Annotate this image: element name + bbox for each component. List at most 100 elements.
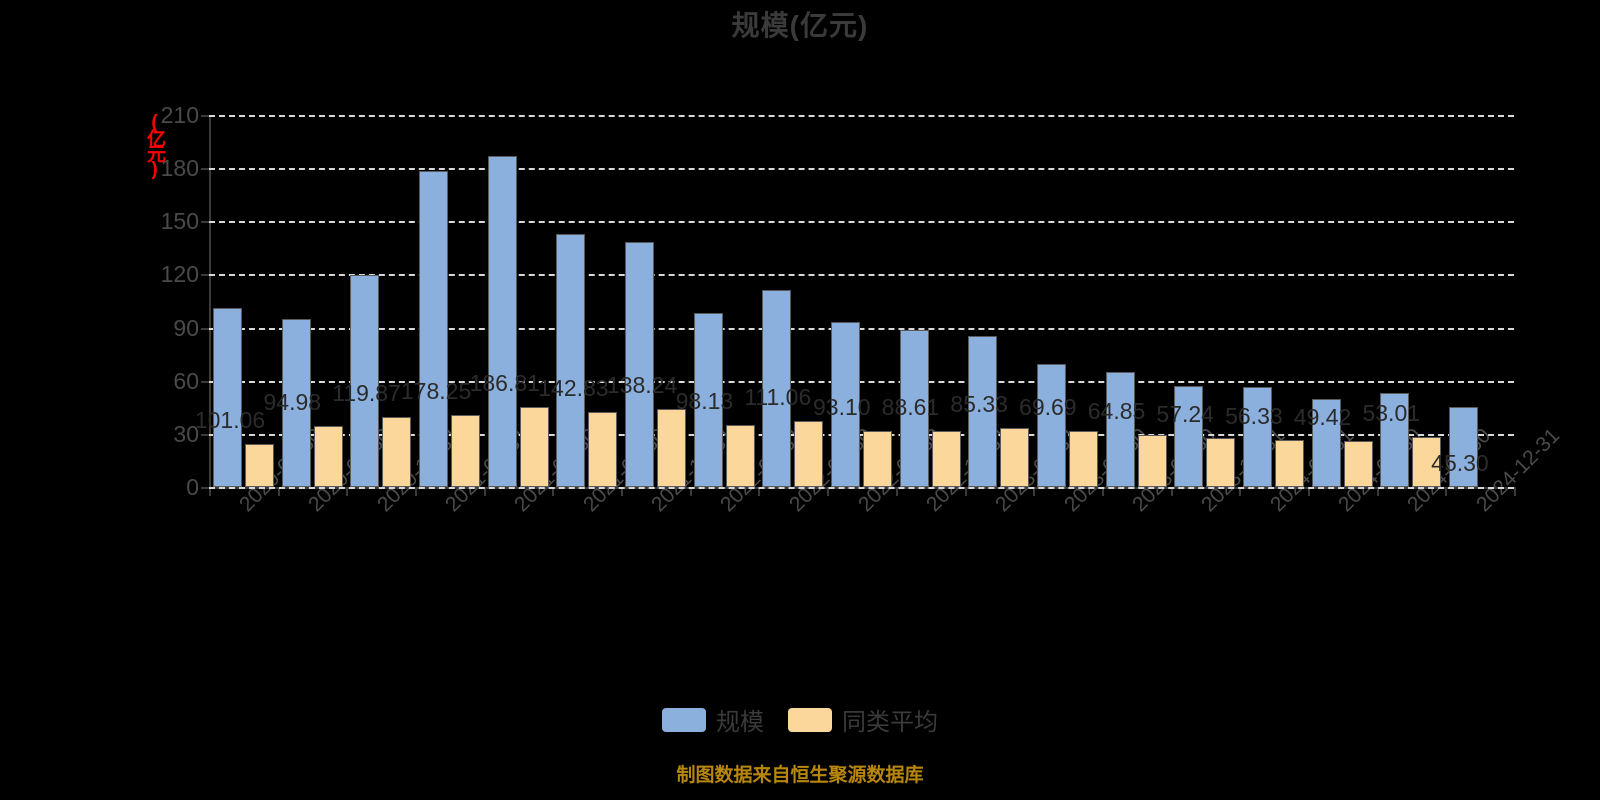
bar-group: 186.81: [470, 115, 553, 487]
bar-group: 45.30: [1431, 115, 1514, 487]
bar-main[interactable]: [1243, 387, 1273, 487]
bar-main[interactable]: [968, 335, 998, 487]
y-axis-unit-label: (亿元): [144, 112, 165, 176]
y-axis-tick-mark: [201, 380, 209, 383]
bar-value-label: 119.87: [332, 379, 401, 406]
bar-avg[interactable]: [382, 416, 412, 487]
bar-avg[interactable]: [588, 411, 618, 487]
bar-avg[interactable]: [1069, 431, 1099, 487]
y-axis-tick-label: 180: [160, 155, 199, 182]
bar-value-label: 93.10: [813, 394, 871, 421]
bar-main[interactable]: [1311, 399, 1341, 487]
y-axis-tick-label: 120: [160, 261, 199, 288]
x-axis-tick-mark: [209, 487, 211, 496]
x-axis-tick-mark: [346, 487, 349, 496]
bar-main[interactable]: [762, 290, 792, 487]
bar-avg[interactable]: [656, 409, 686, 487]
x-axis-tick-mark: [758, 487, 761, 496]
bar-main[interactable]: [1105, 372, 1135, 487]
bar-group: 101.06: [195, 115, 278, 487]
x-axis-tick-mark: [689, 487, 692, 496]
bar-main[interactable]: [1037, 363, 1067, 487]
x-axis-tick-mark: [1514, 487, 1516, 496]
bar-avg[interactable]: [1412, 436, 1442, 487]
gridline: [209, 168, 1514, 171]
x-axis-tick-mark: [827, 487, 830, 496]
gridline: [209, 274, 1514, 277]
bar-avg[interactable]: [313, 426, 343, 487]
bar-avg[interactable]: [244, 443, 274, 487]
bar-value-label: 56.33: [1225, 402, 1283, 429]
bar-group: 142.83: [538, 115, 621, 487]
bar-group: 88.61: [882, 115, 965, 487]
bar-avg[interactable]: [1137, 434, 1167, 487]
y-axis-tick-mark: [201, 487, 209, 489]
bar-group: 69.69: [1019, 115, 1102, 487]
bar-main[interactable]: [418, 171, 448, 487]
bar-value-label: 178.25: [400, 377, 472, 404]
y-axis-tick-mark: [201, 327, 209, 330]
bar-avg[interactable]: [1000, 427, 1030, 487]
gridline: [209, 115, 1514, 117]
bar-main[interactable]: [899, 330, 929, 487]
bar-group: 93.10: [813, 115, 896, 487]
bar-main[interactable]: [556, 234, 586, 487]
bar-avg[interactable]: [862, 431, 892, 487]
bar-main[interactable]: [830, 322, 860, 487]
x-axis-tick-mark: [1307, 487, 1310, 496]
gridline: [209, 380, 1514, 383]
bar-avg[interactable]: [1275, 439, 1305, 487]
y-axis-tick-mark: [201, 115, 209, 117]
bar-value-label: 186.81: [469, 370, 540, 397]
bar-main[interactable]: [1449, 406, 1479, 487]
y-axis-tick-label: 210: [160, 102, 199, 128]
bar-main[interactable]: [1174, 385, 1204, 487]
x-axis-tick-mark: [1101, 487, 1104, 496]
y-axis-tick-label: 90: [173, 314, 199, 341]
bar-main[interactable]: [1380, 393, 1410, 487]
bar-avg[interactable]: [1206, 438, 1236, 487]
y-axis-tick-label: 30: [173, 420, 199, 447]
bar-avg[interactable]: [450, 414, 480, 487]
x-axis-tick-mark: [415, 487, 418, 496]
gridline: [209, 327, 1514, 330]
bar-main[interactable]: [281, 318, 311, 487]
page-title: 规模(亿元): [731, 10, 869, 41]
y-axis-line: [209, 115, 211, 487]
bar-value-label: 64.85: [1087, 397, 1146, 424]
legend-item[interactable]: 同类平均: [788, 702, 938, 737]
bar-main[interactable]: [693, 313, 723, 487]
bar-group: 98.13: [676, 115, 759, 487]
footer-note: 制图数据来自恒生聚源数据库: [676, 765, 924, 786]
y-axis-tick-mark: [201, 221, 209, 224]
bar-value-label: 53.01: [1362, 399, 1421, 426]
legend-swatch: [788, 707, 832, 732]
x-axis-tick-mark: [1033, 487, 1036, 496]
bar-avg[interactable]: [794, 421, 824, 487]
bar-main[interactable]: [212, 307, 242, 487]
legend-swatch: [662, 707, 706, 732]
x-axis-tick-mark: [621, 487, 624, 496]
bar-group: 178.25: [401, 115, 484, 487]
y-axis-tick-mark: [201, 274, 209, 277]
gridline: [209, 221, 1514, 224]
legend-item[interactable]: 规模: [662, 702, 764, 737]
legend: 规模 同类平均: [0, 702, 1600, 737]
y-axis-tick-label: 150: [160, 208, 199, 235]
bar-avg[interactable]: [931, 431, 961, 487]
bar-group: 53.01: [1362, 115, 1446, 487]
bar-avg[interactable]: [725, 425, 755, 487]
bar-avg[interactable]: [1343, 441, 1373, 487]
gridline: [209, 487, 1514, 489]
y-axis-tick-label: 0: [186, 474, 199, 500]
x-axis-tick-mark: [895, 487, 898, 496]
bar-value-label: 85.33: [950, 390, 1008, 417]
bar-value-label: 94.98: [263, 389, 322, 416]
bar-group: 94.98: [264, 115, 347, 487]
bar-main[interactable]: [487, 156, 517, 487]
bar-main[interactable]: [350, 274, 380, 487]
bar-main[interactable]: [624, 242, 654, 487]
bar-group: 119.87: [332, 115, 415, 487]
bar-group: 138.24: [607, 115, 690, 487]
bar-avg[interactable]: [519, 407, 549, 487]
